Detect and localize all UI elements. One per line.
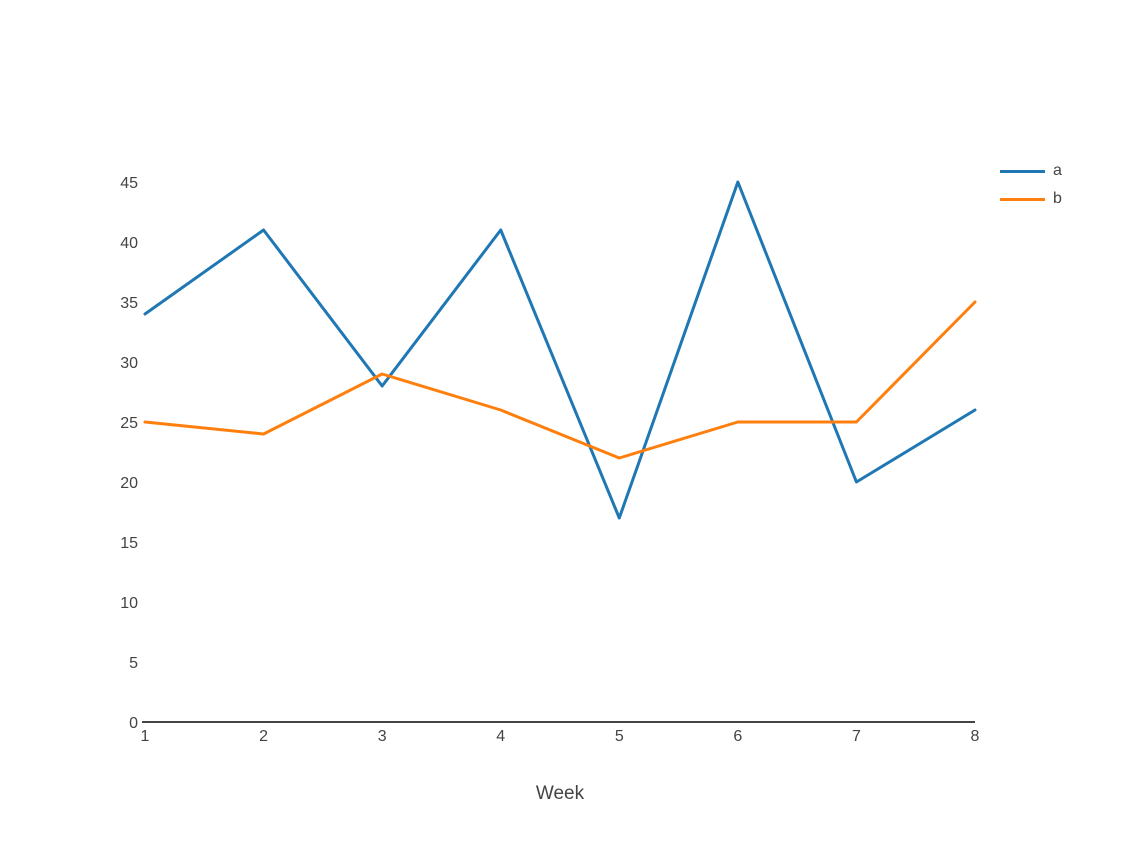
y-tick-label: 45 (120, 175, 138, 192)
legend-item-b[interactable]: b (1000, 185, 1062, 213)
x-tick-label: 6 (733, 728, 742, 745)
x-tick-label: 4 (496, 728, 505, 745)
y-tick-label: 15 (120, 535, 138, 552)
legend-swatch-a (1000, 169, 1045, 173)
x-tick-label: 2 (259, 728, 268, 745)
x-tick-label: 5 (615, 728, 624, 745)
y-tick-label: 10 (120, 595, 138, 612)
x-tick-label: 3 (378, 728, 387, 745)
x-axis-title: Week (535, 783, 585, 804)
y-tick-label: 25 (120, 415, 138, 432)
x-tick-label: 7 (852, 728, 861, 745)
legend: a b (1000, 157, 1062, 213)
y-tick-label: 40 (120, 235, 138, 252)
y-tick-label: 35 (120, 295, 138, 312)
legend-swatch-b (1000, 197, 1045, 201)
y-tick-label: 5 (129, 655, 138, 672)
legend-label-a: a (1053, 162, 1062, 179)
y-tick-label: 20 (120, 475, 138, 492)
legend-label-b: b (1053, 190, 1062, 207)
x-tick-label: 8 (971, 728, 980, 745)
x-tick-label: 1 (141, 728, 150, 745)
series-line-b (143, 300, 977, 460)
legend-item-a[interactable]: a (1000, 157, 1062, 185)
y-tick-label: 0 (129, 715, 138, 732)
series-line-a (143, 180, 977, 520)
y-tick-label: 30 (120, 355, 138, 372)
